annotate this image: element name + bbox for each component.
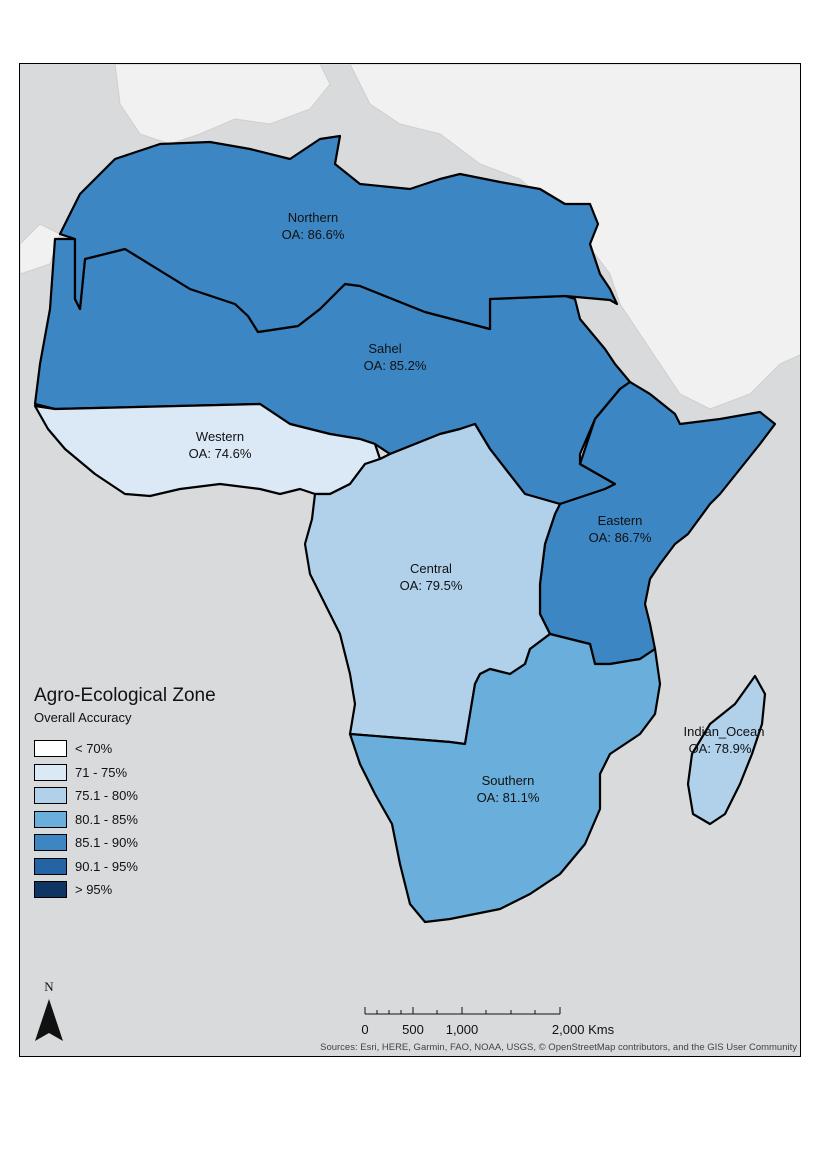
legend-swatch [34,857,67,875]
legend-label: 75.1 - 80% [75,788,138,804]
zone-oa-central: OA: 79.5% [400,578,463,593]
zone-name-indian-ocean: Indian_Ocean [684,724,765,739]
legend-item: > 95% [34,878,234,902]
zone-oa-southern: OA: 81.1% [477,790,540,805]
legend-item: 71 - 75% [34,761,234,785]
legend-label: > 95% [75,882,113,898]
legend-swatch [34,787,67,805]
legend-item: 80.1 - 85% [34,808,234,832]
scale-label-1000: 1,000 [446,1022,479,1037]
legend: Agro-Ecological Zone Overall Accuracy < … [34,684,234,902]
zone-southern[interactable] [348,632,662,924]
legend-swatch [34,740,67,758]
legend-subtitle: Overall Accuracy [34,710,132,725]
zone-name-northern: Northern [288,210,339,225]
north-arrow-icon: N [32,979,66,1044]
zone-northern[interactable] [58,134,619,334]
legend-swatch [34,763,67,781]
legend-swatch [34,834,67,852]
zone-oa-northern: OA: 86.6% [282,227,345,242]
legend-item: 90.1 - 95% [34,855,234,879]
scale-label-0: 0 [361,1022,368,1037]
zone-oa-eastern: OA: 86.7% [589,530,652,545]
zone-labels: Northern OA: 86.6% Sahel OA: 85.2% Weste… [189,210,765,805]
map-frame: Northern OA: 86.6% Sahel OA: 85.2% Weste… [19,63,801,1057]
scale-bar: 0 500 1,000 2,000 Kms [361,1007,615,1037]
legend-swatch [34,881,67,899]
north-arrow-shape [35,999,63,1041]
zone-oa-western: OA: 74.6% [189,446,252,461]
scale-label-500: 500 [402,1022,424,1037]
north-letter: N [44,979,54,994]
legend-item: 75.1 - 80% [34,784,234,808]
zone-name-southern: Southern [482,773,535,788]
legend-label: 85.1 - 90% [75,835,138,851]
zone-name-sahel: Sahel [368,341,401,356]
scale-label-2000: 2,000 Kms [552,1022,615,1037]
attribution-text: Sources: Esri, HERE, Garmin, FAO, NOAA, … [320,1042,797,1053]
zone-oa-sahel: OA: 85.2% [364,358,427,373]
legend-title: Agro-Ecological Zone [34,685,216,706]
zone-name-eastern: Eastern [598,513,643,528]
legend-label: 80.1 - 85% [75,811,138,827]
zone-name-central: Central [410,561,452,576]
zone-oa-indian-ocean: OA: 78.9% [689,741,752,756]
zone-indian-ocean[interactable] [686,674,767,826]
zone-name-western: Western [196,429,244,444]
legend-item: < 70% [34,737,234,761]
legend-label: 71 - 75% [75,764,128,780]
africa-map: Northern OA: 86.6% Sahel OA: 85.2% Weste… [20,64,800,924]
legend-item: 85.1 - 90% [34,831,234,855]
legend-swatch [34,810,67,828]
legend-label: < 70% [75,741,113,757]
legend-label: 90.1 - 95% [75,858,138,874]
